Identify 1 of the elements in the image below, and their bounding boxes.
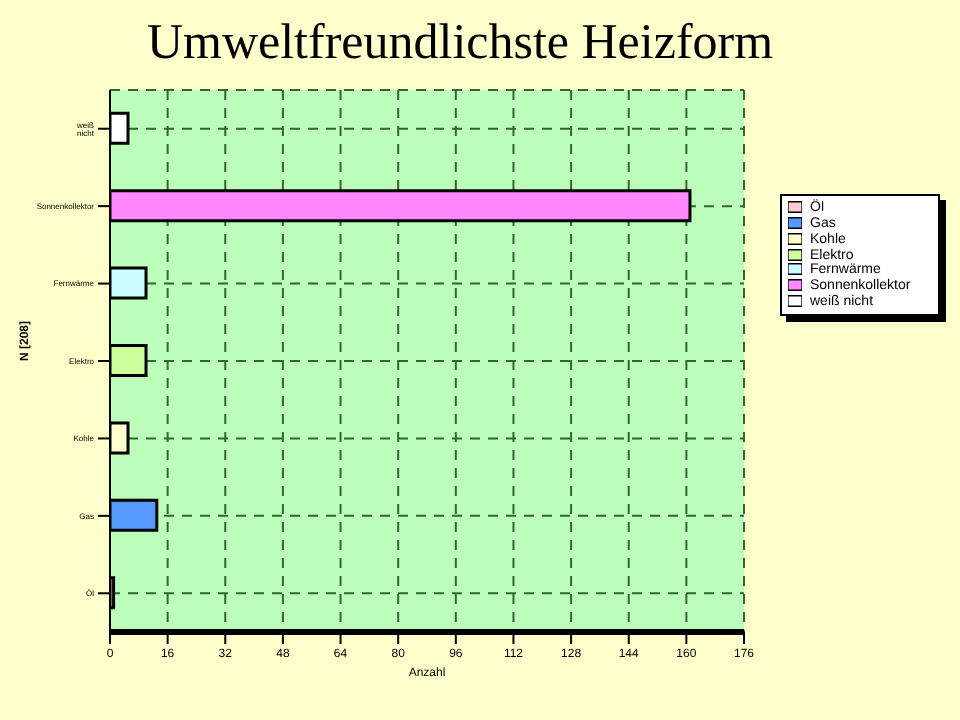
chart-title: Umweltfreundlichste Heizform: [144, 16, 776, 72]
